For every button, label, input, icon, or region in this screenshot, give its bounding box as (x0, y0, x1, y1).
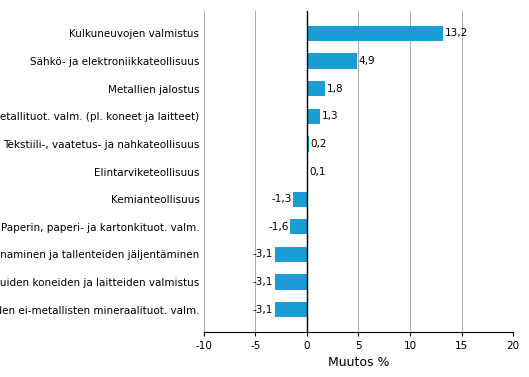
Text: 0,2: 0,2 (311, 139, 327, 149)
Text: 4,9: 4,9 (359, 56, 376, 66)
Text: -3,1: -3,1 (253, 305, 273, 314)
Bar (275, 302, 307, 317)
Bar (307, 164, 308, 179)
Text: -1,6: -1,6 (268, 222, 289, 232)
Text: 0,1: 0,1 (309, 167, 326, 176)
Bar (307, 136, 309, 152)
Text: 13,2: 13,2 (444, 29, 468, 38)
Text: 1,8: 1,8 (327, 84, 343, 94)
X-axis label: Muutos %: Muutos % (327, 356, 389, 369)
Bar (307, 54, 358, 69)
Bar (307, 81, 325, 96)
Bar (290, 219, 307, 234)
Bar (294, 192, 307, 207)
Bar (275, 247, 307, 262)
Text: -1,3: -1,3 (271, 194, 292, 204)
Text: 1,3: 1,3 (322, 111, 339, 121)
Bar (275, 274, 307, 290)
Text: -3,1: -3,1 (253, 249, 273, 259)
Bar (307, 109, 320, 124)
Bar (307, 26, 443, 41)
Text: -3,1: -3,1 (253, 277, 273, 287)
